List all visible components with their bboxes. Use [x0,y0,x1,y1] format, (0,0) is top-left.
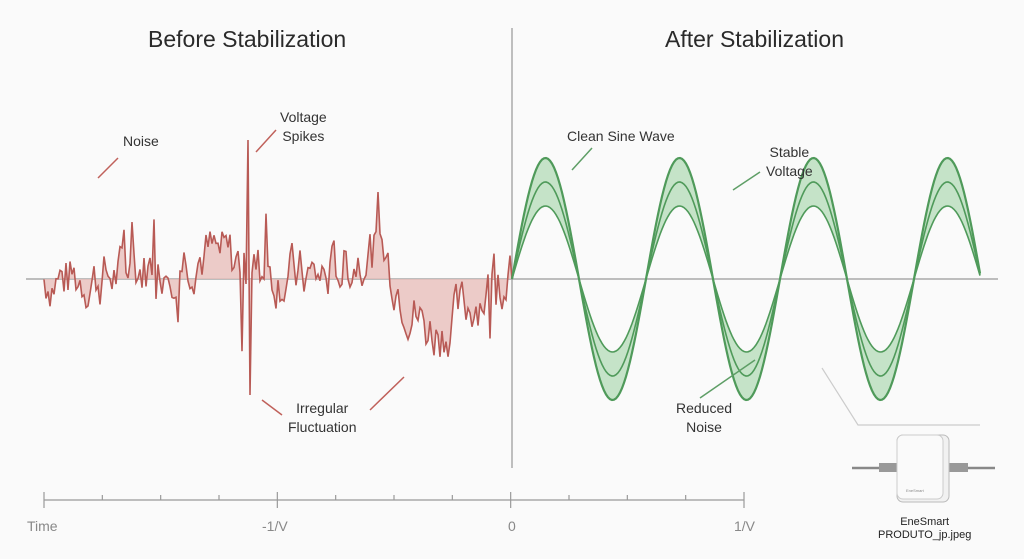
noise-label: Noise [123,133,159,149]
reduced-noise-label: Reduced Noise [676,400,733,435]
product-image: EneSmart [852,434,995,503]
sine-inner [511,205,981,353]
sine-outer [510,156,982,402]
callout-line [821,367,980,426]
green-arrows [571,147,761,399]
red-arrows [97,129,405,416]
axis-label-zero: 0 [508,518,516,534]
sine-band [512,158,980,400]
noise-fill [44,140,512,395]
axis-label-time: Time [27,518,58,534]
clean-sine-label: Clean Sine Wave [567,128,675,144]
sine-mid [511,181,981,377]
spikes-label: Voltage Spikes [280,109,327,144]
axis-label-neg: -1/V [262,518,288,534]
axis-label-pos: 1/V [734,518,756,534]
stable-voltage-label: Stable Voltage [766,144,813,179]
irregular-label: Irregular Fluctuation [288,400,357,435]
noise-waveform [43,139,513,396]
product-caption: EneSmart PRODUTO_jp.jpeg [878,516,972,541]
time-axis [43,492,745,508]
product-brand-logo: EneSmart [906,488,925,493]
before-title: Before Stabilization [148,26,347,52]
after-title: After Stabilization [665,26,844,52]
